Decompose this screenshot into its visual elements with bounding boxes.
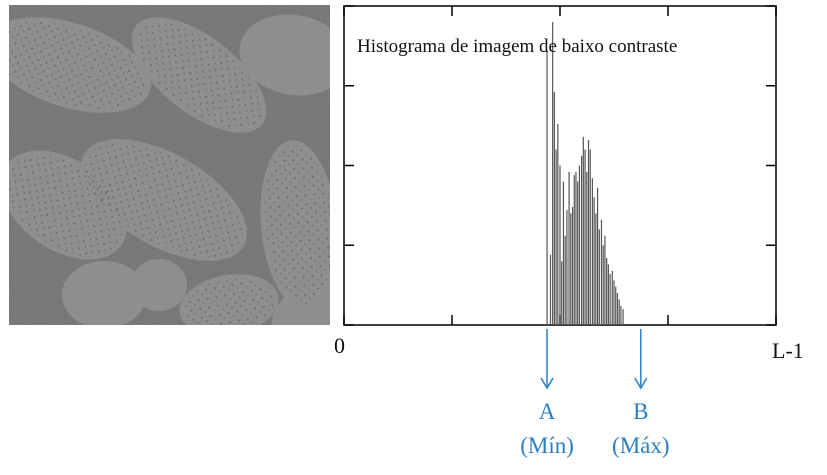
marker-b-arrowhead [634,377,648,390]
histogram-bars [546,21,624,325]
marker-a-caption: (Mín) [520,433,574,458]
marker-a-arrowhead [540,377,554,390]
min-max-markers: A (Mín) B (Máx) [520,329,670,458]
marker-b-letter: B [633,399,648,424]
low-contrast-photo [9,5,330,325]
chart-title: Histograma de imagem de baixo contraste [357,36,677,57]
axis-ticks [343,5,777,326]
marker-a-letter: A [539,399,556,424]
x-max-label: L-1 [772,338,804,363]
marker-b-caption: (Máx) [612,433,669,458]
x-min-label: 0 [334,333,345,358]
